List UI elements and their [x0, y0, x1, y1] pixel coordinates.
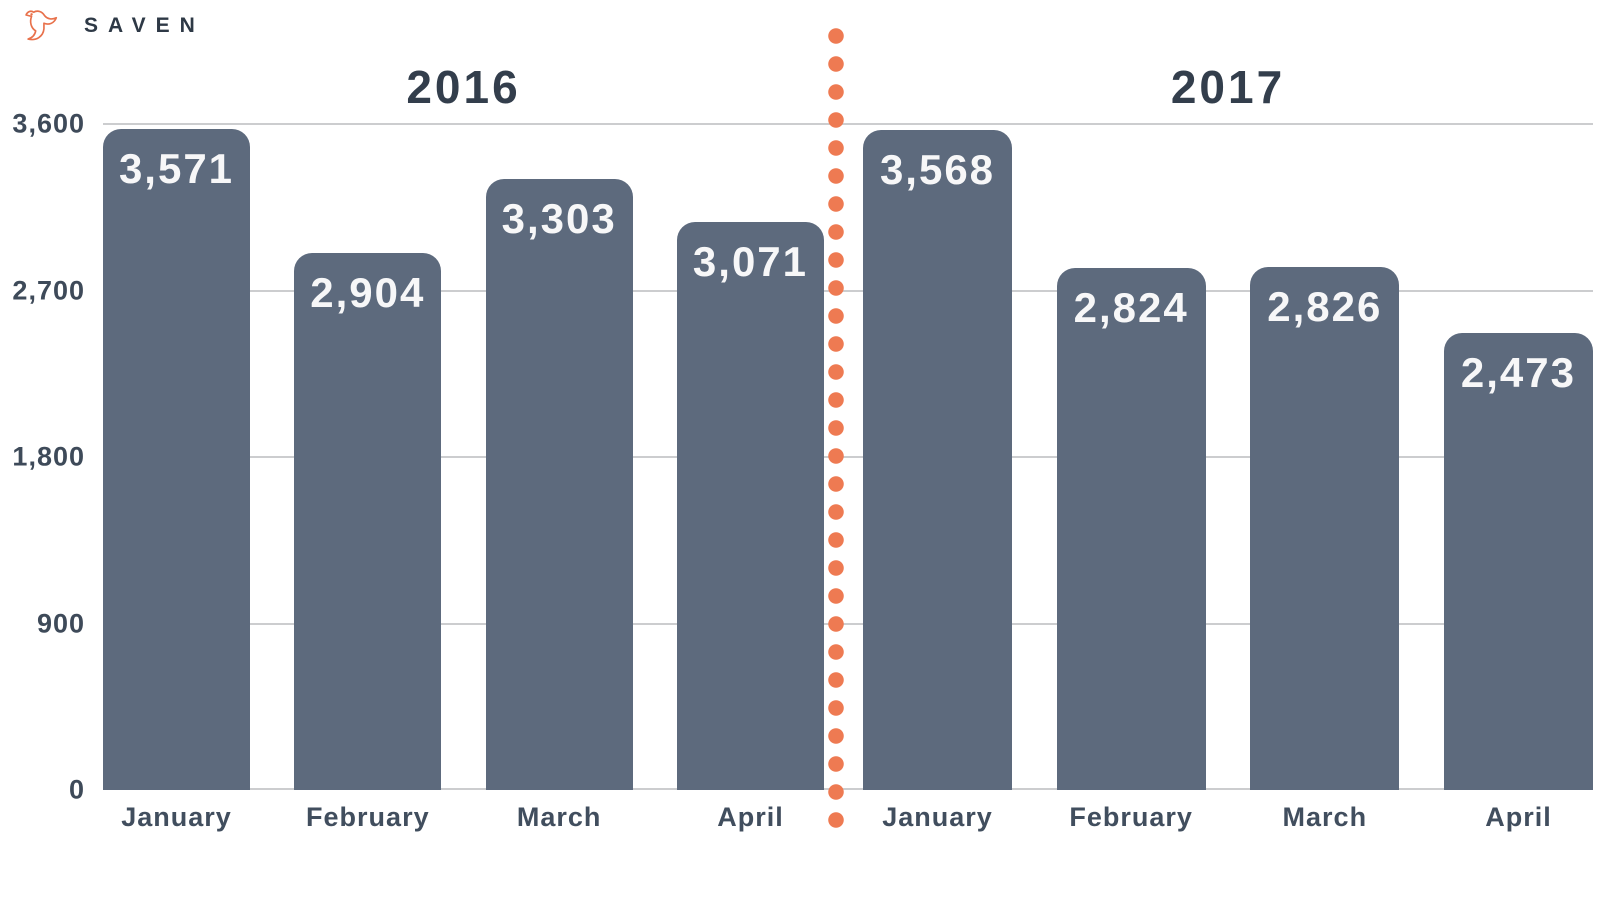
- bar-value-label: 2,824: [1073, 283, 1189, 331]
- bar-group-2017: 3,568 January 2,824 February 2,826 March…: [863, 124, 1593, 832]
- bird-logo-icon: [24, 6, 68, 46]
- plot-area: 3,600 2,700 1,800 900 0 3,571 January 2,…: [12, 109, 1593, 832]
- brand-name: SAVEN: [84, 14, 205, 37]
- gridline-3600: [103, 123, 1593, 125]
- x-axis-label-2017-march: March: [1282, 802, 1368, 832]
- bar-slot-2016-february: 2,904 February: [294, 124, 442, 832]
- bar-value-label: 3,303: [501, 194, 617, 242]
- x-axis-label-2016-april: April: [717, 802, 784, 832]
- bar-2017-february: 2,824: [1056, 267, 1206, 790]
- gridline-2700: [103, 289, 1593, 292]
- bar-2017-march: 2,826: [1250, 267, 1400, 790]
- y-axis-tick-0: 0: [68, 774, 85, 805]
- y-axis-tick-2700: 2,700: [12, 275, 85, 305]
- x-axis-label-2017-january: January: [882, 802, 993, 832]
- year-divider-dotted-line: [828, 22, 844, 830]
- x-axis-label-2017-february: February: [1069, 802, 1193, 832]
- bar-2016-march: 3,303: [485, 178, 633, 790]
- bar-value-label: 2,826: [1267, 283, 1383, 331]
- x-axis-label-2017-april: April: [1485, 802, 1552, 832]
- y-axis-tick-900: 900: [36, 608, 85, 638]
- bar-2017-april: 2,473: [1443, 332, 1593, 790]
- x-axis-label-2016-february: February: [306, 802, 430, 832]
- gridline-0: [103, 788, 1593, 790]
- bar-2017-january: 3,568: [863, 129, 1012, 790]
- group-title-2016: 2016: [406, 61, 521, 113]
- brand-logo: SAVEN: [24, 6, 205, 46]
- bar-slot-2017-april: 2,473 April: [1443, 124, 1593, 832]
- bar-value-label: 2,904: [310, 268, 426, 316]
- bar-2016-january: 3,571: [103, 129, 250, 790]
- bar-value-label: 2,473: [1460, 348, 1577, 396]
- x-axis-label-2016-march: March: [516, 802, 602, 832]
- bar-slot-2016-january: 3,571 January: [103, 124, 250, 832]
- bar-slot-2017-march: 2,826 March: [1250, 124, 1400, 832]
- bar-2016-april: 3,071: [676, 221, 824, 790]
- bar-slot-2016-april: 3,071 April: [676, 124, 824, 832]
- bar-slot-2017-january: 3,568 January: [863, 124, 1012, 832]
- bar-value-label: 3,571: [118, 145, 235, 193]
- bar-slot-2016-march: 3,303 March: [485, 124, 633, 832]
- x-axis-label-2016-january: January: [121, 802, 232, 832]
- bar-group-2016: 3,571 January 2,904 February 3,303 March…: [103, 124, 824, 832]
- gridline-900: [103, 622, 1593, 625]
- y-axis-tick-3600: 3,600: [12, 108, 85, 139]
- bar-value-label: 3,071: [692, 237, 809, 285]
- y-axis-tick-1800: 1,800: [12, 441, 85, 472]
- bar-2016-february: 2,904: [294, 252, 442, 790]
- group-title-2017: 2017: [1170, 61, 1286, 113]
- gridline-1800: [103, 456, 1593, 458]
- bar-slot-2017-february: 2,824 February: [1056, 124, 1206, 832]
- bar-value-label: 3,568: [879, 145, 996, 193]
